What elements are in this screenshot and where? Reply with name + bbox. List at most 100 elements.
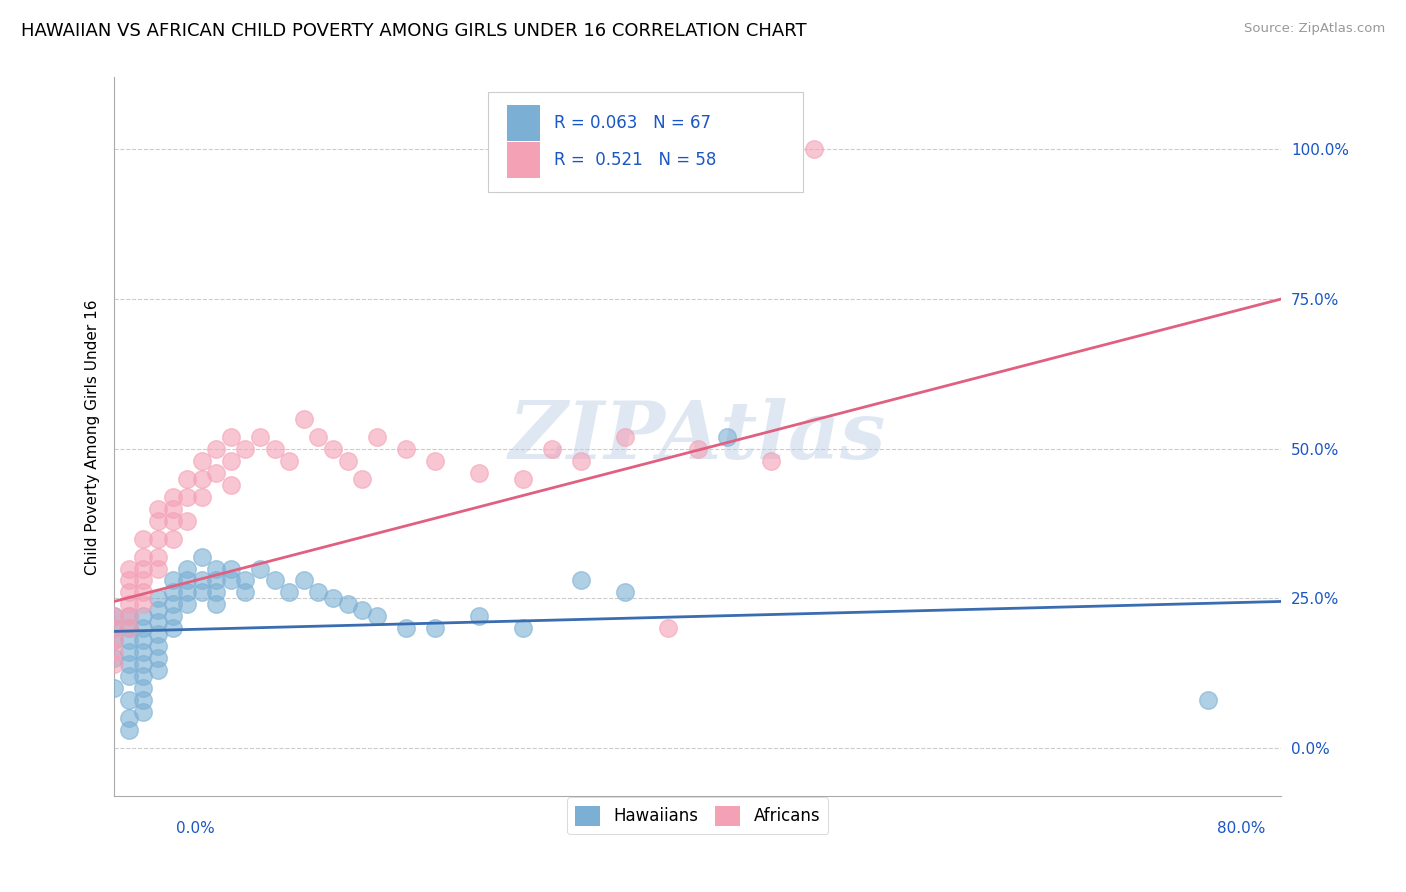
Point: [103, 645, 125, 659]
Point: [205, 466, 228, 480]
Y-axis label: Child Poverty Among Girls Under 16: Child Poverty Among Girls Under 16: [86, 299, 100, 574]
Point: [162, 574, 184, 588]
Point: [1197, 693, 1219, 707]
Point: [118, 657, 141, 672]
Point: [146, 651, 169, 665]
Point: [176, 514, 198, 528]
Point: [803, 142, 825, 156]
Point: [336, 454, 359, 468]
Point: [190, 549, 212, 564]
Point: [118, 561, 141, 575]
Point: [146, 532, 169, 546]
Point: [235, 442, 257, 456]
Legend: Hawaiians, Africans: Hawaiians, Africans: [567, 797, 828, 835]
Point: [132, 561, 155, 575]
Point: [162, 532, 184, 546]
Point: [162, 585, 184, 599]
Point: [118, 621, 141, 635]
Point: [146, 603, 169, 617]
Point: [132, 657, 155, 672]
Point: [278, 454, 301, 468]
Point: [103, 633, 125, 648]
Point: [132, 549, 155, 564]
Point: [132, 598, 155, 612]
Point: [118, 609, 141, 624]
Point: [512, 472, 534, 486]
Point: [146, 627, 169, 641]
Point: [176, 598, 198, 612]
Point: [468, 466, 491, 480]
Point: [205, 585, 228, 599]
Point: [176, 490, 198, 504]
Point: [118, 609, 141, 624]
Point: [162, 609, 184, 624]
Point: [118, 669, 141, 683]
Point: [162, 501, 184, 516]
Point: [132, 693, 155, 707]
Point: [146, 591, 169, 606]
Point: [613, 585, 636, 599]
Point: [103, 633, 125, 648]
Point: [146, 615, 169, 630]
Point: [219, 561, 242, 575]
Point: [146, 561, 169, 575]
Point: [512, 621, 534, 635]
Point: [146, 663, 169, 677]
Point: [423, 621, 446, 635]
Point: [118, 633, 141, 648]
Point: [118, 711, 141, 725]
Point: [146, 514, 169, 528]
Point: [613, 430, 636, 444]
Text: 80.0%: 80.0%: [1218, 821, 1265, 836]
Point: [336, 598, 359, 612]
Point: [716, 430, 738, 444]
Point: [118, 574, 141, 588]
Point: [162, 598, 184, 612]
Point: [132, 633, 155, 648]
Point: [219, 430, 242, 444]
Point: [118, 693, 141, 707]
Point: [190, 490, 212, 504]
Point: [540, 442, 562, 456]
Point: [249, 561, 271, 575]
Point: [686, 442, 709, 456]
Point: [205, 598, 228, 612]
Point: [263, 574, 285, 588]
Text: R = 0.063   N = 67: R = 0.063 N = 67: [554, 113, 711, 132]
Point: [176, 561, 198, 575]
Point: [352, 472, 374, 486]
Text: 0.0%: 0.0%: [176, 821, 215, 836]
Point: [219, 477, 242, 491]
Point: [118, 585, 141, 599]
Point: [205, 561, 228, 575]
Point: [395, 621, 418, 635]
Text: HAWAIIAN VS AFRICAN CHILD POVERTY AMONG GIRLS UNDER 16 CORRELATION CHART: HAWAIIAN VS AFRICAN CHILD POVERTY AMONG …: [21, 22, 807, 40]
FancyBboxPatch shape: [508, 104, 540, 141]
Point: [146, 501, 169, 516]
Point: [132, 645, 155, 659]
Point: [146, 640, 169, 654]
Point: [118, 723, 141, 738]
Point: [423, 454, 446, 468]
Point: [103, 621, 125, 635]
FancyBboxPatch shape: [488, 92, 803, 193]
Point: [322, 442, 344, 456]
Point: [162, 490, 184, 504]
Point: [132, 669, 155, 683]
Point: [132, 705, 155, 719]
Point: [292, 574, 315, 588]
Point: [205, 574, 228, 588]
Point: [118, 621, 141, 635]
Point: [103, 609, 125, 624]
Point: [132, 609, 155, 624]
Text: R =  0.521   N = 58: R = 0.521 N = 58: [554, 151, 717, 169]
Point: [235, 585, 257, 599]
Point: [162, 621, 184, 635]
Point: [190, 454, 212, 468]
Point: [307, 585, 329, 599]
Point: [307, 430, 329, 444]
Point: [103, 657, 125, 672]
Point: [278, 585, 301, 599]
Point: [132, 681, 155, 696]
Text: Source: ZipAtlas.com: Source: ZipAtlas.com: [1244, 22, 1385, 36]
